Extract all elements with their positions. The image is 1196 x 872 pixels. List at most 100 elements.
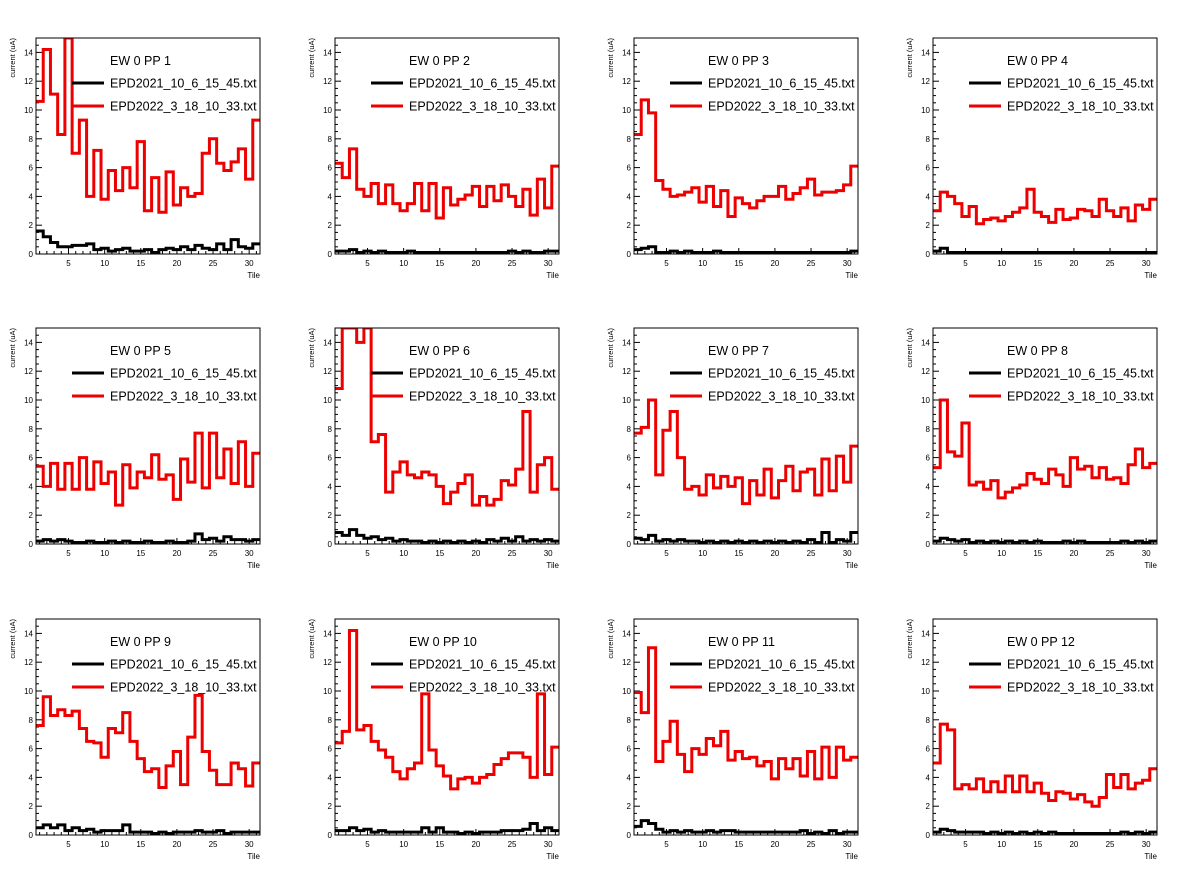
series-red-line	[36, 431, 260, 507]
y-tick-label: 12	[921, 658, 930, 667]
y-tick-label: 12	[323, 77, 332, 86]
y-tick-label: 0	[627, 540, 632, 549]
y-tick-label: 14	[323, 629, 332, 638]
x-tick-label: 15	[1033, 549, 1042, 558]
x-axis-label: Tile	[845, 561, 858, 570]
x-tick-label: 15	[1033, 840, 1042, 849]
x-tick-label: 5	[963, 259, 968, 268]
y-tick-label: 2	[627, 802, 632, 811]
x-tick-label: 20	[471, 549, 480, 558]
x-tick-label: 10	[399, 840, 408, 849]
y-tick-label: 8	[627, 716, 632, 725]
y-tick-label: 4	[29, 773, 34, 782]
y-tick-label: 14	[622, 338, 631, 347]
series-red-line	[36, 38, 260, 214]
panel-title: EW 0 PP 7	[708, 344, 769, 358]
x-tick-label: 25	[508, 259, 517, 268]
x-tick-label: 25	[1106, 840, 1115, 849]
panel-11: 0 2 4 6 8 10 12 14 5 10 15 20 25 30 Tile current (uA) EW…	[606, 618, 859, 861]
legend-label: EPD2022_3_18_10_33.txt	[1007, 681, 1154, 695]
series-black-line	[36, 229, 260, 254]
x-tick-label: 25	[807, 549, 816, 558]
plot-frame	[633, 327, 859, 545]
y-tick-label: 4	[926, 773, 931, 782]
y-tick-label: 6	[926, 454, 931, 463]
panel-1: 0 2 4 6 8 10 12 14 5 10 15 20 25 30 Tile current (uA) EW…	[8, 37, 261, 280]
x-tick-label: 10	[100, 259, 109, 268]
y-tick-label: 8	[926, 716, 931, 725]
x-tick-label: 20	[770, 840, 779, 849]
y-tick-label: 10	[921, 687, 930, 696]
x-tick-label: 10	[997, 840, 1006, 849]
series-red-line	[634, 398, 858, 506]
y-tick-label: 14	[24, 338, 33, 347]
y-tick-label: 12	[921, 367, 930, 376]
y-axis-label: current (uA)	[307, 328, 316, 368]
panel-title: EW 0 PP 10	[409, 635, 477, 649]
legend-label: EPD2021_10_6_15_45.txt	[708, 658, 855, 672]
x-tick-label: 25	[209, 840, 218, 849]
panel-title: EW 0 PP 6	[409, 344, 470, 358]
x-axis-label: Tile	[247, 852, 260, 861]
series-black-line	[634, 245, 858, 254]
y-tick-label: 0	[29, 831, 34, 840]
legend-label: EPD2021_10_6_15_45.txt	[409, 367, 556, 381]
x-axis-label: Tile	[247, 561, 260, 570]
y-axis-label: current (uA)	[606, 328, 615, 368]
y-tick-label: 6	[627, 164, 632, 173]
y-tick-label: 0	[627, 250, 632, 259]
y-tick-label: 0	[29, 540, 34, 549]
x-tick-label: 15	[136, 840, 145, 849]
series-red-line	[933, 722, 1157, 808]
series-black-line	[634, 530, 858, 544]
y-tick-label: 2	[926, 802, 931, 811]
panel-7: 0 2 4 6 8 10 12 14 5 10 15 20 25 30 Tile current (uA) EW…	[606, 327, 859, 570]
y-tick-label: 12	[24, 658, 33, 667]
y-tick-label: 10	[622, 687, 631, 696]
y-tick-label: 8	[627, 135, 632, 144]
y-axis-label: current (uA)	[606, 38, 615, 78]
x-tick-label: 5	[365, 259, 370, 268]
y-tick-label: 8	[328, 716, 333, 725]
y-tick-label: 6	[627, 454, 632, 463]
y-tick-label: 0	[328, 831, 333, 840]
series-black-line	[36, 823, 260, 835]
x-tick-label: 25	[807, 840, 816, 849]
series-red-line	[634, 98, 858, 219]
x-axis-label: Tile	[1144, 271, 1157, 280]
y-tick-label: 12	[323, 367, 332, 376]
y-tick-label: 4	[926, 482, 931, 491]
y-tick-label: 14	[622, 48, 631, 57]
x-axis-label: Tile	[845, 852, 858, 861]
series-red-line	[36, 693, 260, 789]
x-tick-label: 10	[997, 549, 1006, 558]
y-tick-label: 6	[627, 745, 632, 754]
panel-title: EW 0 PP 2	[409, 54, 470, 68]
y-tick-label: 14	[24, 629, 33, 638]
panel-6: 0 2 4 6 8 10 12 14 5 10 15 20 25 30 Tile current (uA) EW…	[307, 327, 560, 570]
y-tick-label: 10	[921, 396, 930, 405]
y-tick-label: 14	[622, 629, 631, 638]
y-tick-label: 10	[622, 106, 631, 115]
x-tick-label: 30	[843, 259, 852, 268]
y-tick-label: 14	[921, 629, 930, 638]
y-tick-label: 2	[627, 221, 632, 230]
x-tick-label: 5	[664, 259, 669, 268]
y-tick-label: 14	[921, 48, 930, 57]
legend-label: EPD2022_3_18_10_33.txt	[409, 390, 556, 404]
plot-frame	[633, 37, 859, 255]
y-tick-label: 6	[328, 164, 333, 173]
series-black-line	[36, 532, 260, 544]
plot-frame	[35, 37, 261, 255]
panel-8: 0 2 4 6 8 10 12 14 5 10 15 20 25 30 Tile current (uA) EW…	[905, 327, 1158, 570]
plot-frame	[35, 618, 261, 836]
x-tick-label: 30	[1142, 840, 1151, 849]
legend-label: EPD2021_10_6_15_45.txt	[110, 658, 257, 672]
y-tick-label: 12	[24, 77, 33, 86]
legend-label: EPD2021_10_6_15_45.txt	[110, 367, 257, 381]
x-tick-label: 20	[471, 259, 480, 268]
x-tick-label: 25	[209, 259, 218, 268]
y-tick-label: 0	[926, 540, 931, 549]
series-black-line	[933, 536, 1157, 544]
x-tick-label: 20	[1069, 549, 1078, 558]
